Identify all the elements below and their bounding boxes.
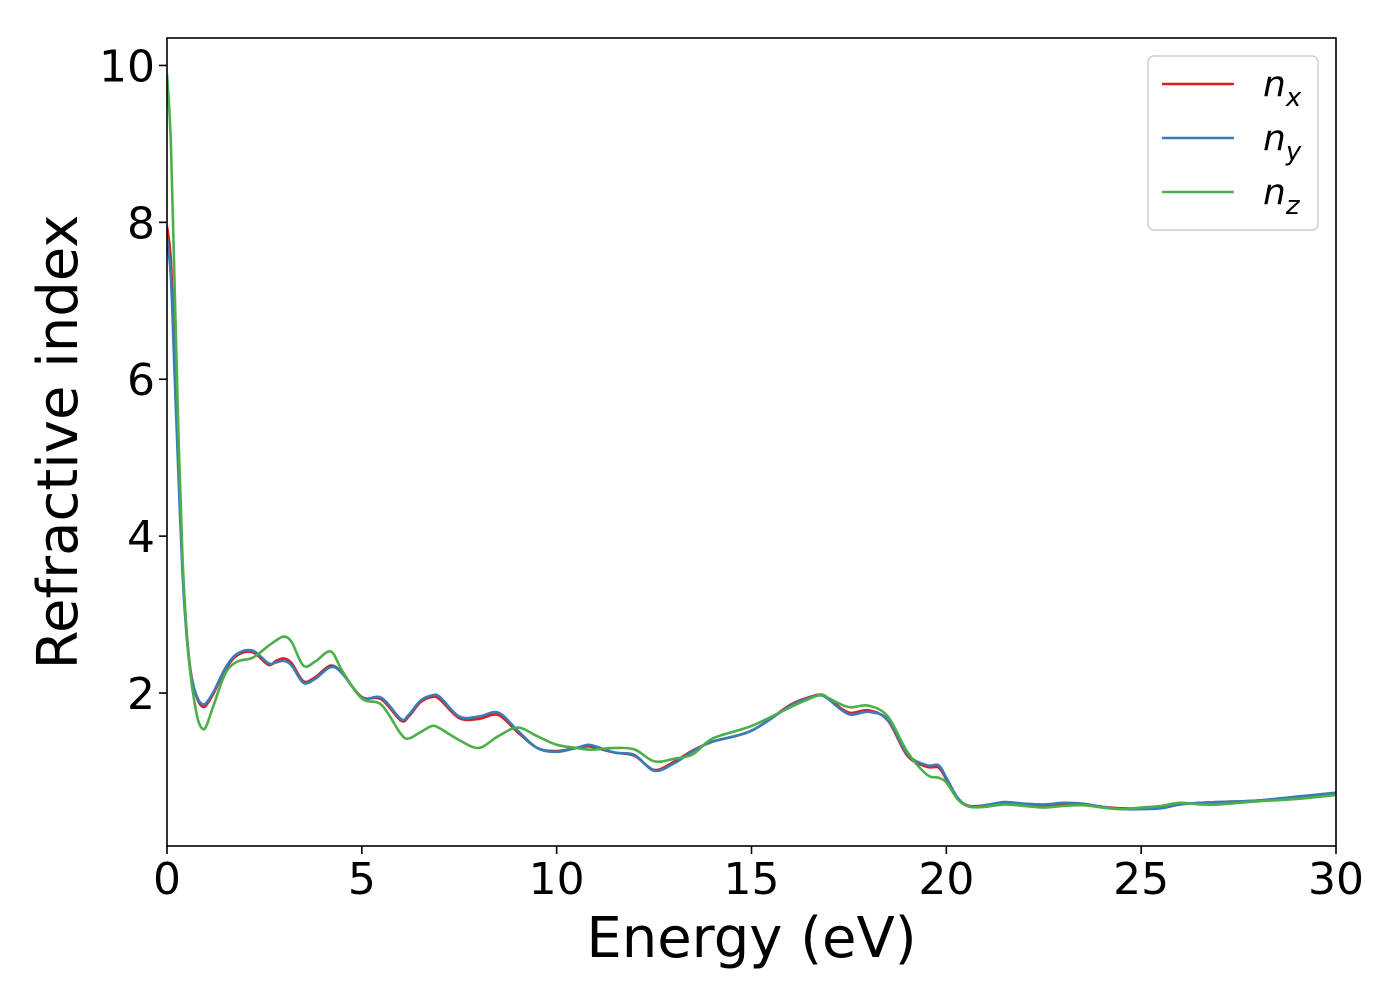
plot-lines bbox=[167, 73, 1336, 811]
x-axis-ticks: 0 5 10 15 20 25 30 bbox=[153, 846, 1364, 905]
legend-label-subscript: z bbox=[1285, 191, 1301, 221]
legend-label-main: n bbox=[1263, 64, 1286, 105]
series-line-nx bbox=[167, 226, 1336, 810]
y-axis-title: Refractive index bbox=[26, 215, 91, 670]
series-line-ny bbox=[167, 237, 1336, 811]
y-axis-ticks: 2 4 6 8 10 bbox=[99, 41, 167, 720]
y-tick-label: 8 bbox=[127, 198, 155, 249]
x-tick-label: 20 bbox=[918, 854, 974, 905]
y-tick-label: 4 bbox=[127, 512, 155, 563]
x-tick-label: 15 bbox=[724, 854, 780, 905]
series-line-nz bbox=[167, 73, 1336, 811]
x-tick-label: 10 bbox=[529, 854, 585, 905]
legend-label-subscript: x bbox=[1285, 83, 1302, 113]
legend-label-subscript: y bbox=[1285, 137, 1302, 167]
legend-label-nz: nz bbox=[1263, 172, 1301, 221]
y-tick-label: 6 bbox=[127, 355, 155, 406]
y-tick-label: 10 bbox=[99, 41, 155, 92]
y-tick-label: 2 bbox=[127, 669, 155, 720]
x-tick-label: 0 bbox=[153, 854, 181, 905]
legend-label-nx: nx bbox=[1263, 64, 1302, 113]
x-tick-label: 25 bbox=[1113, 854, 1169, 905]
x-tick-label: 30 bbox=[1308, 854, 1364, 905]
x-tick-label: 5 bbox=[348, 854, 376, 905]
legend-box bbox=[1147, 55, 1319, 231]
x-axis-title: Energy (eV) bbox=[586, 906, 916, 971]
legend-label-main: n bbox=[1263, 118, 1286, 159]
legend-label-main: n bbox=[1263, 172, 1286, 213]
legend-label-ny: ny bbox=[1263, 118, 1302, 167]
